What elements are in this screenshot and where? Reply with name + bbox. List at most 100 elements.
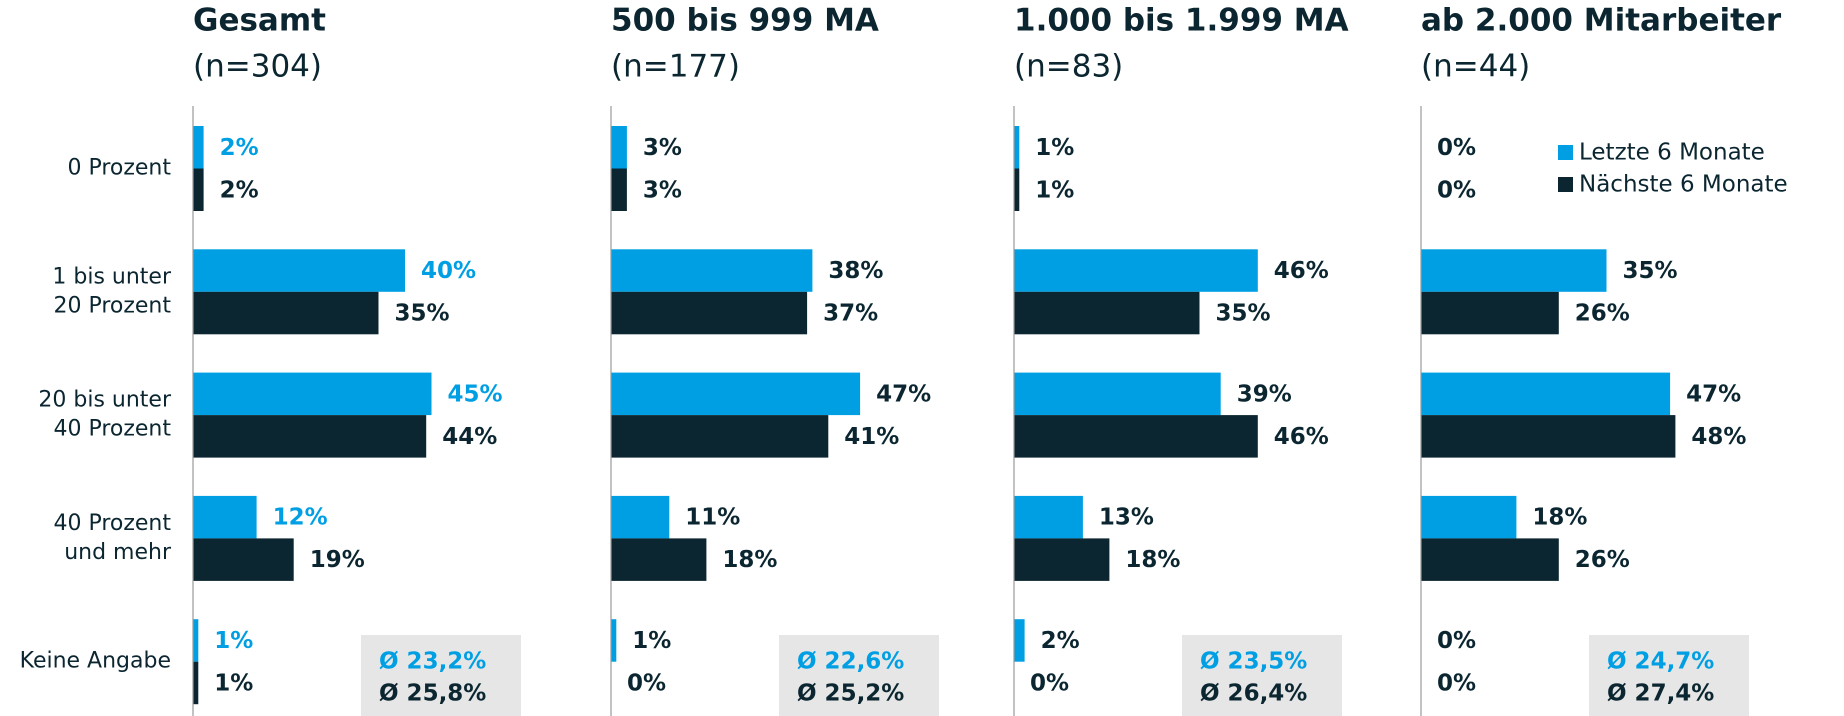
panel-subtitle: (n=44) bbox=[1421, 49, 1530, 85]
category-label: 40 Prozent bbox=[53, 417, 171, 442]
value-label: 0% bbox=[1437, 177, 1476, 203]
average-label: Ø 25,8% bbox=[379, 681, 486, 707]
value-label: 47% bbox=[1686, 381, 1741, 407]
average-box bbox=[1589, 635, 1749, 716]
legend-label: Letzte 6 Monate bbox=[1579, 140, 1765, 166]
value-label: 0% bbox=[1437, 135, 1476, 161]
value-label: 35% bbox=[1216, 301, 1271, 327]
average-box bbox=[779, 635, 939, 716]
category-label: 20 Prozent bbox=[53, 293, 171, 318]
value-label: 35% bbox=[1623, 258, 1678, 284]
bar bbox=[611, 249, 813, 292]
value-label: 40% bbox=[421, 258, 476, 284]
value-label: 37% bbox=[823, 301, 878, 327]
bar bbox=[1014, 619, 1025, 662]
bar bbox=[611, 291, 808, 335]
value-label: 19% bbox=[310, 547, 365, 573]
panel-title: ab 2.000 Mitarbeiter bbox=[1421, 3, 1782, 39]
average-label: Ø 24,7% bbox=[1607, 649, 1714, 675]
value-label: 2% bbox=[220, 135, 259, 161]
bar bbox=[611, 538, 707, 581]
value-label: 1% bbox=[632, 628, 671, 654]
average-box bbox=[361, 635, 521, 716]
value-label: 46% bbox=[1274, 424, 1329, 450]
value-label: 26% bbox=[1575, 547, 1630, 573]
value-label: 46% bbox=[1274, 258, 1329, 284]
value-label: 3% bbox=[643, 177, 682, 203]
bar bbox=[193, 495, 257, 539]
bar bbox=[193, 661, 199, 705]
value-label: 18% bbox=[1125, 547, 1180, 573]
bar bbox=[1014, 291, 1200, 335]
bar bbox=[1014, 372, 1221, 416]
panel-title: 500 bis 999 MA bbox=[611, 3, 879, 39]
bar bbox=[193, 249, 405, 292]
value-label: 26% bbox=[1575, 301, 1630, 327]
legend-label: Nächste 6 Monate bbox=[1579, 172, 1788, 198]
bar bbox=[1421, 495, 1517, 539]
bar bbox=[193, 291, 379, 335]
category-label: 1 bis unter bbox=[52, 264, 172, 289]
value-label: 38% bbox=[828, 258, 883, 284]
value-label: 35% bbox=[395, 301, 450, 327]
bar bbox=[611, 372, 861, 416]
value-label: 0% bbox=[1030, 670, 1069, 696]
bar bbox=[611, 495, 670, 539]
panel-subtitle: (n=177) bbox=[611, 49, 740, 85]
bar bbox=[611, 619, 617, 662]
bar bbox=[1014, 415, 1258, 458]
bar bbox=[1014, 126, 1020, 169]
bar bbox=[193, 619, 199, 662]
category-label: 20 bis unter bbox=[38, 388, 172, 413]
bar bbox=[193, 126, 204, 169]
bar bbox=[1014, 249, 1258, 292]
value-label: 0% bbox=[1437, 670, 1476, 696]
bar bbox=[1421, 291, 1559, 335]
value-label: 18% bbox=[1532, 505, 1587, 531]
bar bbox=[1014, 168, 1020, 211]
bar bbox=[611, 168, 627, 211]
value-label: 47% bbox=[876, 381, 931, 407]
average-label: Ø 25,2% bbox=[797, 681, 904, 707]
average-label: Ø 27,4% bbox=[1607, 681, 1714, 707]
value-label: 41% bbox=[844, 424, 899, 450]
average-label: Ø 26,4% bbox=[1200, 681, 1307, 707]
legend-swatch bbox=[1558, 177, 1573, 192]
panel-subtitle: (n=83) bbox=[1014, 49, 1123, 85]
category-label: und mehr bbox=[64, 540, 172, 565]
average-box bbox=[1182, 635, 1342, 716]
value-label: 44% bbox=[442, 424, 497, 450]
value-label: 0% bbox=[627, 670, 666, 696]
value-label: 1% bbox=[1035, 135, 1074, 161]
value-label: 48% bbox=[1691, 424, 1746, 450]
bar bbox=[611, 126, 627, 169]
value-label: 12% bbox=[273, 505, 328, 531]
bar bbox=[193, 168, 204, 211]
category-label: 0 Prozent bbox=[67, 156, 171, 181]
value-label: 1% bbox=[214, 628, 253, 654]
value-label: 3% bbox=[643, 135, 682, 161]
bar bbox=[1421, 249, 1607, 292]
panel-title: Gesamt bbox=[193, 3, 326, 39]
bar bbox=[611, 415, 829, 458]
average-label: Ø 23,5% bbox=[1200, 649, 1307, 675]
average-label: Ø 23,2% bbox=[379, 649, 486, 675]
value-label: 45% bbox=[448, 381, 503, 407]
category-label: 40 Prozent bbox=[53, 511, 171, 536]
value-label: 2% bbox=[220, 177, 259, 203]
legend-swatch bbox=[1558, 145, 1573, 160]
category-label: Keine Angabe bbox=[20, 649, 171, 674]
bar bbox=[1421, 538, 1559, 581]
bar bbox=[193, 415, 427, 458]
value-label: 11% bbox=[685, 505, 740, 531]
bar bbox=[193, 538, 294, 581]
average-label: Ø 22,6% bbox=[797, 649, 904, 675]
value-label: 1% bbox=[1035, 177, 1074, 203]
bar bbox=[1421, 415, 1676, 458]
panel-subtitle: (n=304) bbox=[193, 49, 322, 85]
value-label: 13% bbox=[1099, 505, 1154, 531]
value-label: 2% bbox=[1041, 628, 1080, 654]
bar bbox=[1421, 372, 1671, 416]
value-label: 39% bbox=[1237, 381, 1292, 407]
